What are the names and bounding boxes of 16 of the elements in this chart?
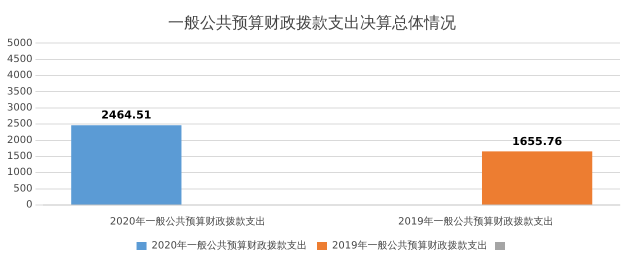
data-label: 2464.51 — [101, 108, 152, 122]
legend-label: 2019年一般公共预算财政拨款支出 — [332, 240, 488, 252]
y-tick-label: 2000 — [6, 134, 32, 146]
y-tick-label: 4000 — [6, 70, 32, 82]
y-tick-label: 2500 — [6, 118, 32, 130]
y-tick-label: 1000 — [6, 167, 32, 178]
y-tick-label: 1500 — [6, 151, 32, 162]
chart-title: 一般公共预算财政拨款支出决算总体情况 — [168, 12, 456, 32]
data-label: 1655.76 — [512, 134, 563, 148]
y-tick-label: 3000 — [6, 102, 32, 114]
y-tick-label: 5000 — [6, 38, 32, 49]
y-tick-label: 0 — [26, 200, 32, 211]
y-tick-label: 3500 — [6, 86, 32, 98]
y-tick-label: 4500 — [6, 54, 32, 65]
y-tick-label: 500 — [13, 183, 32, 194]
legend-label: 2020年一般公共预算财政拨款支出 — [152, 240, 308, 252]
